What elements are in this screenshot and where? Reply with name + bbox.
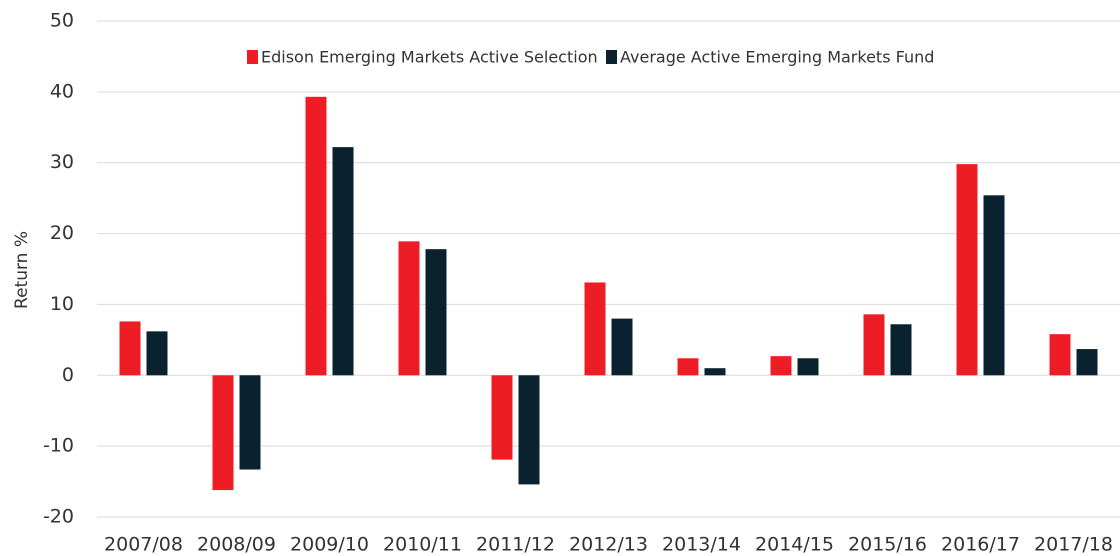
y-tick-label: 20 (50, 222, 74, 244)
x-tick-label: 2008/09 (197, 534, 276, 556)
y-tick-label: 40 (50, 80, 74, 102)
bar (983, 195, 1005, 376)
y-tick-label: -20 (43, 506, 74, 528)
x-tick-label: 2015/16 (848, 534, 927, 556)
bar (611, 318, 633, 376)
bar (332, 147, 354, 376)
bar (212, 375, 234, 491)
bar (1076, 349, 1098, 376)
x-tick-label: 2009/10 (290, 534, 369, 556)
bar (491, 375, 513, 460)
x-tick-label: 2017/18 (1034, 534, 1113, 556)
y-axis-label: Return % (12, 231, 32, 309)
y-tick-label: 50 (50, 10, 74, 32)
y-tick-label: 0 (62, 364, 74, 386)
bar (1049, 334, 1071, 376)
bar (770, 356, 792, 376)
bar (425, 249, 447, 376)
bar (146, 331, 168, 376)
bar (677, 358, 699, 376)
x-tick-label: 2016/17 (941, 534, 1020, 556)
bar (584, 282, 606, 376)
legend-swatch (247, 50, 258, 64)
bar (890, 324, 912, 376)
legend-label: Edison Emerging Markets Active Selection (261, 48, 598, 67)
bar (797, 358, 819, 376)
legend-swatch (606, 50, 617, 64)
x-tick-label: 2013/14 (662, 534, 741, 556)
legend-label: Average Active Emerging Markets Fund (620, 48, 934, 67)
bar (704, 368, 726, 376)
y-tick-label: 30 (50, 151, 74, 173)
x-tick-label: 2007/08 (104, 534, 183, 556)
bar (305, 96, 327, 376)
bar (398, 241, 420, 376)
y-tick-label: 10 (50, 293, 74, 315)
y-tick-label: -10 (43, 435, 74, 457)
x-tick-label: 2010/11 (383, 534, 462, 556)
bar (863, 314, 885, 376)
bar (239, 375, 261, 470)
x-tick-label: 2012/13 (569, 534, 648, 556)
bar (119, 321, 141, 376)
bar (518, 375, 540, 485)
x-tick-label: 2014/15 (755, 534, 834, 556)
bar (956, 164, 978, 376)
x-tick-label: 2011/12 (476, 534, 555, 556)
